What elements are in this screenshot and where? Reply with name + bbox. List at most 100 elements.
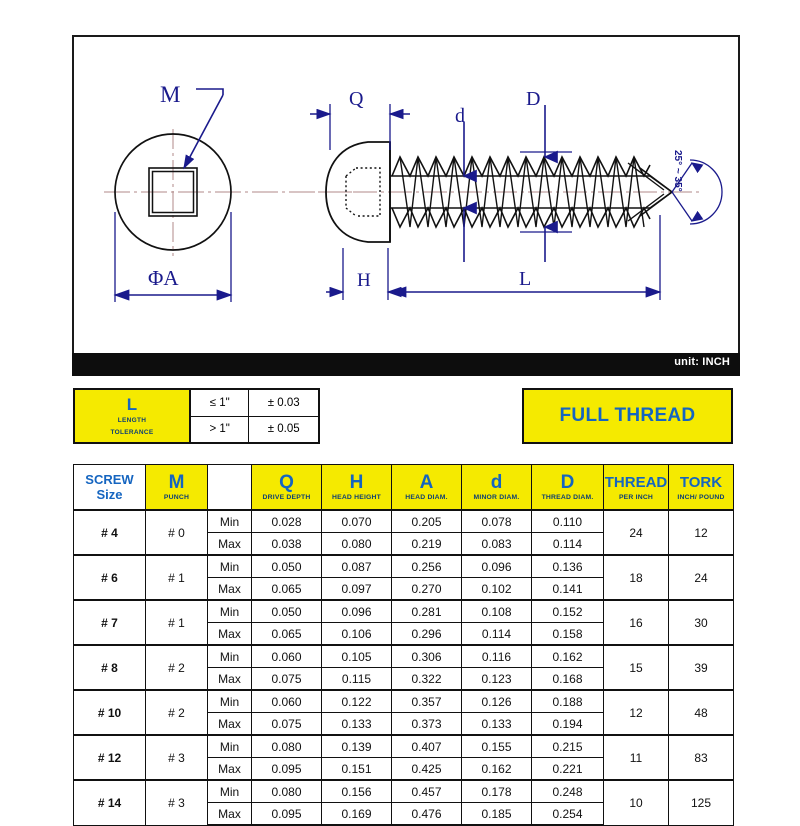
cell-H-max: 0.133 bbox=[321, 712, 392, 736]
table-row: # 12 # 3 Min 0.080 0.139 0.407 0.155 0.215 11 83 bbox=[73, 734, 734, 781]
cell-A-max: 0.296 bbox=[391, 622, 462, 646]
header-screw-line2: Size bbox=[96, 487, 123, 502]
cell-d-max: 0.162 bbox=[461, 757, 532, 781]
cell-d-min: 0.116 bbox=[461, 644, 532, 668]
cell-d-max: 0.133 bbox=[461, 712, 532, 736]
label-head-height-H: H bbox=[357, 270, 371, 291]
cell-minmax-max: Max bbox=[207, 802, 252, 826]
cell-H-max: 0.106 bbox=[321, 622, 392, 646]
cell-thread-per-inch: 12 bbox=[603, 689, 669, 736]
cell-H-min: 0.122 bbox=[321, 689, 392, 713]
cell-A-min: 0.281 bbox=[391, 599, 462, 623]
cell-punch: # 2 bbox=[145, 644, 208, 691]
cell-D-max: 0.254 bbox=[531, 802, 604, 826]
cell-D-min: 0.162 bbox=[531, 644, 604, 668]
tolerance-sub-1: LENGTH bbox=[117, 416, 147, 424]
header-thread-per-inch: THREAD PER INCH bbox=[603, 464, 669, 511]
cell-d-max: 0.185 bbox=[461, 802, 532, 826]
header-q-symbol: Q bbox=[279, 471, 294, 493]
cell-thread-per-inch: 11 bbox=[603, 734, 669, 781]
cell-minmax-max: Max bbox=[207, 622, 252, 646]
cell-D-max: 0.141 bbox=[531, 577, 604, 601]
cell-Q-min: 0.050 bbox=[251, 599, 322, 623]
cell-d-min: 0.178 bbox=[461, 779, 532, 803]
cell-Q-max: 0.095 bbox=[251, 802, 322, 826]
tolerance-value: ± 0.03 bbox=[267, 396, 300, 409]
cell-A-min: 0.407 bbox=[391, 734, 462, 758]
cell-d-max: 0.123 bbox=[461, 667, 532, 691]
cell-minmax-min: Min bbox=[207, 689, 252, 713]
cell-D-max: 0.168 bbox=[531, 667, 604, 691]
table-row: Max 0.095 0.151 0.425 0.162 0.221 bbox=[74, 757, 734, 781]
cell-Q-max: 0.075 bbox=[251, 712, 322, 736]
cell-punch: # 1 bbox=[145, 554, 208, 601]
header-punch-desc: PUNCH bbox=[163, 493, 190, 501]
cell-screw-size: # 6 bbox=[73, 554, 146, 601]
cell-Q-max: 0.075 bbox=[251, 667, 322, 691]
cell-screw-size: # 8 bbox=[73, 644, 146, 691]
cell-punch: # 1 bbox=[145, 599, 208, 646]
cell-D-max: 0.114 bbox=[531, 532, 604, 556]
table-row: Max 0.065 0.097 0.270 0.102 0.141 bbox=[74, 577, 734, 601]
cell-H-min: 0.070 bbox=[321, 509, 392, 533]
cell-Q-min: 0.060 bbox=[251, 644, 322, 668]
cell-d-max: 0.083 bbox=[461, 532, 532, 556]
cell-minmax-max: Max bbox=[207, 757, 252, 781]
cell-thread-per-inch: 16 bbox=[603, 599, 669, 646]
header-tork: TORK INCH/ POUND bbox=[668, 464, 734, 511]
cell-thread-per-inch: 18 bbox=[603, 554, 669, 601]
cell-screw-size: # 12 bbox=[73, 734, 146, 781]
cell-D-min: 0.215 bbox=[531, 734, 604, 758]
label-minor-diameter-d: d bbox=[455, 105, 465, 127]
header-thread-desc: PER INCH bbox=[618, 493, 654, 501]
header-d-desc: MINOR DIAM. bbox=[473, 493, 520, 501]
length-tolerance-box: L LENGTH TOLERANCE ≤ 1" ± 0.03 > 1" ± 0.… bbox=[73, 388, 320, 444]
cell-H-min: 0.105 bbox=[321, 644, 392, 668]
label-drive-depth-Q: Q bbox=[349, 88, 364, 110]
cell-screw-size: # 10 bbox=[73, 689, 146, 736]
table-row: Max 0.075 0.133 0.373 0.133 0.194 bbox=[74, 712, 734, 736]
tolerance-range: ≤ 1" bbox=[191, 390, 250, 416]
header-tork-desc: INCH/ POUND bbox=[677, 493, 725, 501]
cell-tork: 48 bbox=[668, 689, 734, 736]
header-dd-desc: THREAD DIAM. bbox=[541, 493, 594, 501]
label-point-angle: 25° ~ 35° bbox=[672, 150, 683, 192]
cell-D-min: 0.188 bbox=[531, 689, 604, 713]
label-head-diameter-phiA: ΦA bbox=[148, 266, 179, 290]
cell-minmax-min: Min bbox=[207, 644, 252, 668]
cell-d-min: 0.096 bbox=[461, 554, 532, 578]
cell-A-max: 0.322 bbox=[391, 667, 462, 691]
cell-D-min: 0.152 bbox=[531, 599, 604, 623]
cell-Q-max: 0.095 bbox=[251, 757, 322, 781]
cell-Q-min: 0.060 bbox=[251, 689, 322, 713]
header-head-height: H HEAD HEIGHT bbox=[321, 464, 392, 511]
table-row: # 10 # 2 Min 0.060 0.122 0.357 0.126 0.188 12 48 bbox=[73, 689, 734, 736]
cell-tork: 83 bbox=[668, 734, 734, 781]
tolerance-row: > 1" ± 0.05 bbox=[191, 415, 318, 442]
cell-tork: 30 bbox=[668, 599, 734, 646]
cell-thread-per-inch: 15 bbox=[603, 644, 669, 691]
cell-punch: # 3 bbox=[145, 734, 208, 781]
label-punch-M: M bbox=[160, 82, 181, 107]
cell-Q-max: 0.038 bbox=[251, 532, 322, 556]
cell-tork: 39 bbox=[668, 644, 734, 691]
header-a-symbol: A bbox=[419, 471, 434, 493]
table-row: # 14 # 3 Min 0.080 0.156 0.457 0.178 0.248 10 125 bbox=[73, 779, 734, 826]
tolerance-sub-2: TOLERANCE bbox=[110, 428, 154, 436]
header-thread-symbol: THREAD bbox=[604, 473, 668, 491]
cell-minmax-min: Min bbox=[207, 734, 252, 758]
table-row: # 4 # 0 Min 0.028 0.070 0.205 0.078 0.110 24 12 bbox=[73, 509, 734, 556]
cell-H-min: 0.139 bbox=[321, 734, 392, 758]
full-thread-label: FULL THREAD bbox=[559, 405, 696, 426]
header-minmax-blank bbox=[207, 464, 252, 511]
cell-Q-min: 0.028 bbox=[251, 509, 322, 533]
cell-D-max: 0.194 bbox=[531, 712, 604, 736]
header-screw-line1: SCREW bbox=[85, 472, 134, 487]
tolerance-grid: ≤ 1" ± 0.03 > 1" ± 0.05 bbox=[191, 390, 318, 442]
cell-D-max: 0.221 bbox=[531, 757, 604, 781]
cell-A-max: 0.219 bbox=[391, 532, 462, 556]
cell-screw-size: # 7 bbox=[73, 599, 146, 646]
cell-d-min: 0.155 bbox=[461, 734, 532, 758]
cell-H-max: 0.080 bbox=[321, 532, 392, 556]
cell-Q-max: 0.065 bbox=[251, 577, 322, 601]
